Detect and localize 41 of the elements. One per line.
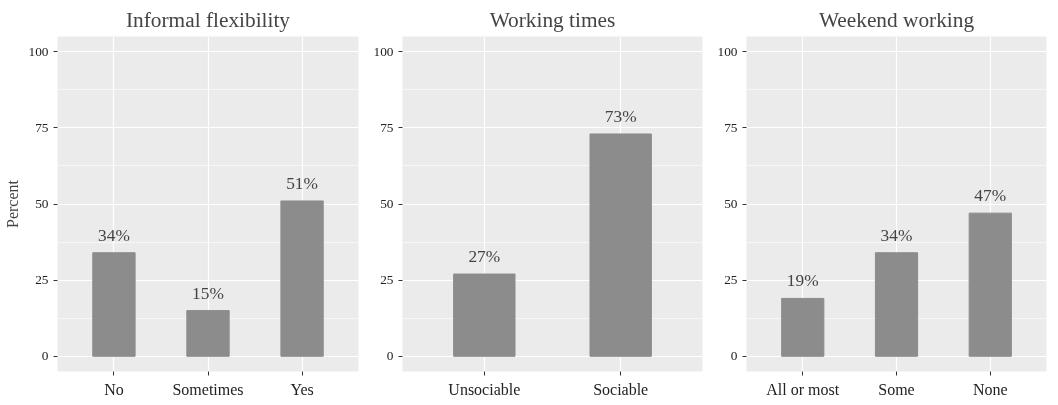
chart-title: Weekend working (818, 7, 975, 32)
x-tick-label: Some (878, 380, 915, 398)
y-tick-label: 75 (380, 119, 394, 135)
y-tick-label: 0 (41, 348, 49, 364)
x-tick-label: All or most (766, 380, 840, 398)
y-tick-label: 100 (373, 43, 394, 59)
y-tick-label: 0 (730, 348, 738, 364)
x-tick-label: No (104, 380, 124, 398)
chart-title: Working times (489, 7, 616, 32)
chart-title: Informal flexibility (125, 7, 291, 32)
y-tick-label: 25 (380, 272, 394, 288)
bar (968, 212, 1012, 357)
x-tick-label: Sometimes (172, 380, 244, 398)
bar (186, 310, 230, 357)
x-tick-label: Sociable (593, 380, 649, 398)
data-label: 34% (98, 225, 130, 245)
bar (280, 200, 324, 357)
x-tick-label: None (972, 380, 1008, 398)
y-tick-label: 50 (724, 196, 738, 211)
y-axis-title: Percent (3, 179, 21, 228)
data-label: 47% (974, 186, 1007, 206)
y-tick-label: 0 (386, 348, 394, 364)
bar (92, 252, 136, 357)
y-tick-label: 100 (28, 43, 49, 59)
y-tick-label: 75 (724, 119, 738, 135)
data-label: 51% (286, 173, 318, 193)
bar (781, 297, 825, 357)
x-tick-label: Unsociable (448, 380, 521, 398)
y-tick-label: 75 (35, 119, 49, 135)
y-tick-label: 25 (724, 272, 738, 288)
data-label: 15% (192, 283, 224, 303)
data-label: 19% (786, 271, 819, 291)
y-tick-label: 25 (35, 272, 49, 288)
bar (874, 252, 919, 357)
data-label: 27% (468, 247, 501, 267)
y-tick-label: 50 (35, 196, 49, 211)
data-label: 34% (880, 225, 913, 245)
x-tick-label: Yes (290, 380, 314, 398)
y-tick-label: 50 (380, 196, 394, 211)
data-label: 73% (604, 106, 637, 126)
y-tick-label: 100 (717, 43, 738, 59)
